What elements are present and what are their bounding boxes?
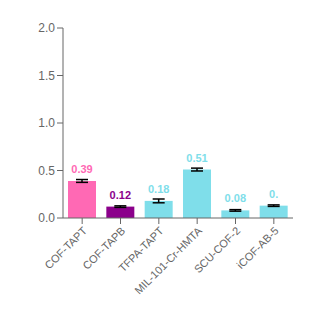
svg-text:0.51: 0.51 [186,152,207,164]
svg-text:iCOF-AB-5: iCOF-AB-5 [234,224,281,271]
svg-text:TFPA-TAPT: TFPA-TAPT [116,224,166,275]
svg-text:COF-TAPT: COF-TAPT [42,224,90,272]
svg-text:0.18: 0.18 [148,183,169,195]
svg-text:1.0: 1.0 [38,116,55,130]
svg-text:1.5: 1.5 [38,69,55,83]
svg-text:0.08: 0.08 [225,192,246,204]
svg-text:0.5: 0.5 [38,164,55,178]
svg-text:0.39: 0.39 [71,163,92,175]
svg-text:0.: 0. [269,188,278,200]
svg-text:2.0: 2.0 [38,21,55,35]
svg-text:SCU-COF-2: SCU-COF-2 [192,224,243,275]
svg-text:0.0: 0.0 [38,211,55,225]
svg-text:MIL-101-Cr-HMTA: MIL-101-Cr-HMTA [132,224,204,296]
svg-text:0.12: 0.12 [110,189,131,201]
svg-text:COF-TAPB: COF-TAPB [80,224,128,272]
